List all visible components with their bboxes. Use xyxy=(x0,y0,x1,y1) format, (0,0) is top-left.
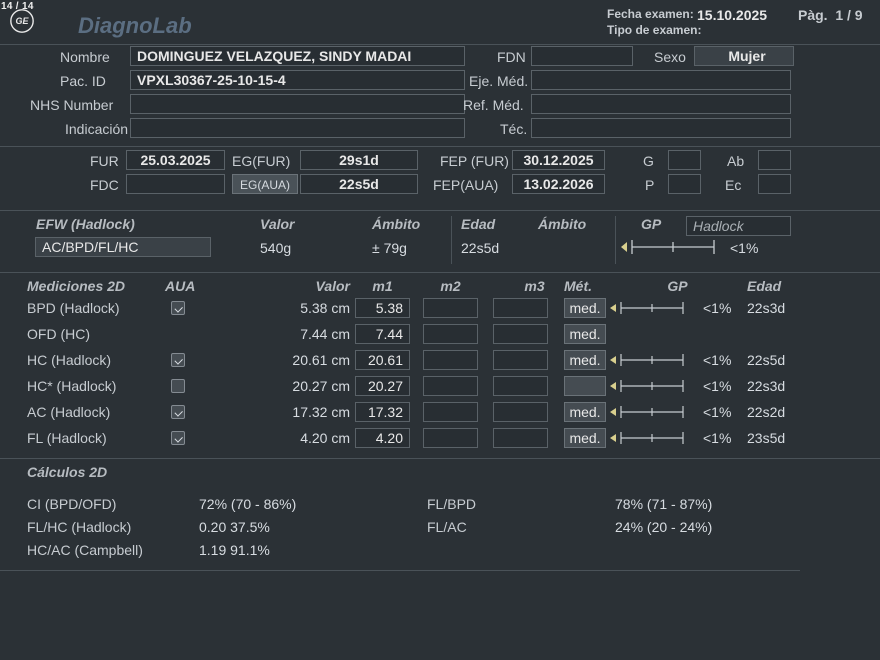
svg-text:GE: GE xyxy=(16,16,30,26)
